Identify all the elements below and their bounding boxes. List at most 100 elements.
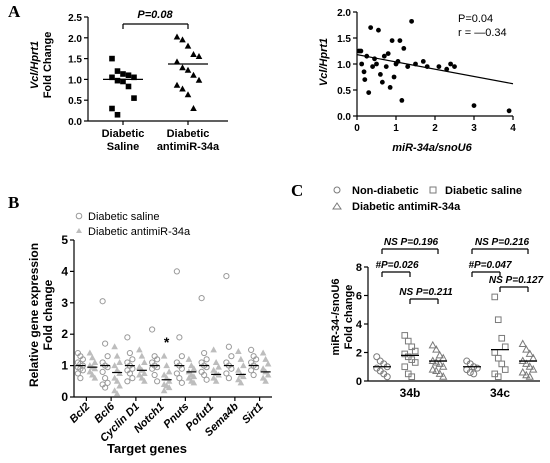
axes: 0 2 4 6 8 34b 34c bbox=[356, 262, 540, 400]
data-point bbox=[79, 356, 86, 363]
regression-line bbox=[356, 54, 514, 85]
y-tick-label: 1 bbox=[61, 359, 68, 373]
data-point bbox=[165, 368, 173, 375]
data-point bbox=[102, 384, 109, 391]
data-point bbox=[522, 345, 531, 353]
data-point bbox=[190, 373, 198, 380]
data-points: * bbox=[74, 268, 272, 397]
data-point bbox=[77, 375, 84, 382]
data-point bbox=[111, 362, 118, 369]
annotation-label: NS P=0.196 bbox=[384, 237, 439, 248]
x-tick-label: 3 bbox=[471, 123, 477, 134]
data-point bbox=[113, 352, 121, 359]
data-point bbox=[223, 370, 230, 377]
data-point bbox=[86, 368, 94, 375]
data-point bbox=[432, 357, 441, 366]
y-tick-label: 0 bbox=[61, 390, 68, 404]
data-point bbox=[154, 356, 161, 363]
data-point bbox=[102, 375, 109, 382]
data-point bbox=[237, 379, 245, 386]
chart-c: 0 2 4 6 8 34b 34c Non-diabetic Diabetic saline… bbox=[330, 185, 544, 400]
data-point bbox=[389, 38, 395, 43]
annotation-label: #P=0.047 bbox=[468, 260, 512, 271]
data-point bbox=[91, 374, 99, 381]
x-axis-label: miR-34a/snoU6 bbox=[392, 142, 472, 154]
data-point bbox=[184, 42, 192, 49]
data-point bbox=[428, 340, 437, 349]
y-tick-label: 0.5 bbox=[337, 86, 351, 97]
data-point bbox=[525, 362, 534, 370]
data-point bbox=[190, 71, 197, 78]
y-axis-label: Relative gene expression bbox=[27, 243, 41, 387]
data-point bbox=[473, 364, 481, 372]
y-axis-label: miR-34-/snoU6 bbox=[330, 278, 342, 355]
data-point bbox=[259, 349, 267, 356]
data-point bbox=[136, 371, 143, 378]
data-point bbox=[432, 345, 441, 353]
data-point bbox=[215, 363, 222, 370]
y-tick-label: 1.0 bbox=[337, 60, 351, 71]
data-point bbox=[125, 72, 132, 79]
data-point bbox=[383, 373, 391, 381]
data-point bbox=[401, 46, 407, 51]
data-point bbox=[522, 370, 531, 379]
data-point bbox=[185, 355, 193, 362]
data-point bbox=[136, 363, 143, 370]
data-point bbox=[374, 61, 379, 67]
data-point bbox=[141, 377, 148, 384]
data-point bbox=[113, 366, 121, 373]
data-point bbox=[494, 373, 502, 381]
data-point bbox=[113, 377, 121, 384]
data-point bbox=[264, 360, 272, 367]
data-point bbox=[116, 358, 123, 365]
data-point bbox=[173, 33, 181, 40]
data-point bbox=[366, 90, 372, 95]
data-point bbox=[409, 18, 414, 24]
data-point bbox=[248, 346, 255, 353]
data-point bbox=[501, 343, 509, 351]
panel-label-b: B bbox=[8, 193, 19, 212]
data-point bbox=[165, 377, 173, 384]
category-label: Diabetic bbox=[167, 128, 210, 140]
data-point bbox=[240, 373, 247, 380]
data-point bbox=[491, 293, 499, 301]
data-point bbox=[444, 66, 450, 72]
data-points bbox=[356, 18, 512, 114]
annotation-label: NS P=0.127 bbox=[489, 275, 544, 286]
data-point bbox=[439, 372, 448, 380]
data-point bbox=[405, 64, 411, 69]
data-point bbox=[114, 111, 121, 118]
data-point bbox=[179, 64, 186, 71]
data-point bbox=[129, 375, 136, 382]
data-point bbox=[114, 68, 121, 74]
data-point bbox=[190, 365, 198, 372]
x-tick-label: Bcl2 bbox=[68, 401, 93, 426]
data-point bbox=[248, 367, 255, 374]
significance-marker: * bbox=[164, 334, 170, 350]
data-point bbox=[178, 353, 185, 360]
y-tick-label: 6 bbox=[356, 291, 362, 303]
legend-marker-square bbox=[429, 186, 437, 194]
data-point bbox=[262, 377, 269, 384]
data-point bbox=[116, 382, 123, 389]
data-point bbox=[448, 61, 453, 67]
data-point bbox=[129, 356, 136, 363]
data-point bbox=[498, 334, 506, 342]
data-point bbox=[470, 370, 478, 378]
data-point bbox=[104, 353, 111, 360]
x-tick-label: Sirt1 bbox=[240, 401, 266, 427]
data-point bbox=[408, 373, 416, 381]
data-point bbox=[203, 356, 210, 363]
data-point bbox=[368, 25, 374, 30]
data-point bbox=[86, 349, 94, 356]
data-point bbox=[179, 36, 186, 43]
x-tick-label: 2 bbox=[432, 123, 438, 134]
data-point bbox=[379, 79, 385, 85]
data-point bbox=[359, 61, 365, 67]
x-tick-label: 34b bbox=[400, 386, 421, 400]
y-tick-label: 8 bbox=[356, 262, 362, 274]
data-point bbox=[264, 371, 272, 378]
data-point bbox=[381, 53, 387, 59]
legend-label: Non-diabetic bbox=[352, 185, 419, 197]
